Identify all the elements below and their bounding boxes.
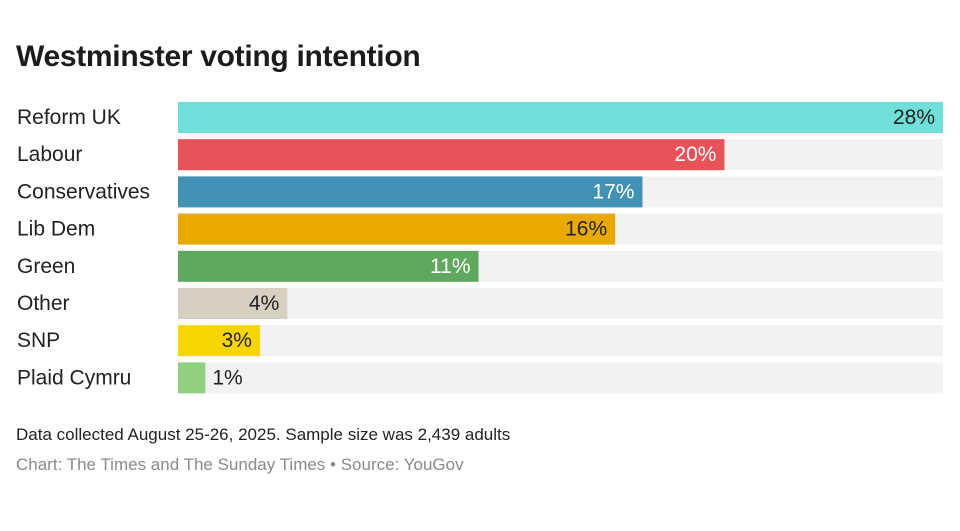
bar-reform-uk bbox=[178, 102, 943, 133]
data-collection-note: Data collected August 25-26, 2025. Sampl… bbox=[16, 425, 511, 444]
category-label-conservatives: Conservatives bbox=[17, 180, 150, 203]
value-label-other: 4% bbox=[249, 292, 279, 315]
bar-green bbox=[178, 250, 479, 282]
bar-conservatives bbox=[178, 176, 643, 208]
chart-credit: Chart: The Times and The Sunday Times • … bbox=[16, 455, 464, 474]
value-label-plaid-cymru: 1% bbox=[212, 366, 242, 389]
category-label-reform-uk: Reform UK bbox=[17, 106, 121, 129]
value-label-green: 11% bbox=[430, 255, 470, 278]
chart-title: Westminster voting intention bbox=[16, 40, 421, 73]
bar-track-snp bbox=[178, 325, 943, 357]
bar-other bbox=[178, 288, 288, 319]
category-label-plaid-cymru: Plaid Cymru bbox=[17, 366, 131, 389]
bar-lib-dem bbox=[178, 213, 616, 245]
bar-snp bbox=[178, 325, 260, 357]
value-label-reform-uk: 28% bbox=[893, 106, 935, 129]
value-label-labour: 20% bbox=[674, 143, 716, 166]
category-label-lib-dem: Lib Dem bbox=[17, 218, 95, 241]
category-label-other: Other bbox=[17, 292, 70, 315]
category-label-snp: SNP bbox=[17, 329, 60, 352]
category-label-labour: Labour bbox=[17, 143, 82, 166]
value-label-conservatives: 17% bbox=[592, 180, 634, 203]
bar-plaid-cymru bbox=[178, 362, 206, 394]
value-label-lib-dem: 16% bbox=[565, 218, 607, 241]
value-label-snp: 3% bbox=[222, 329, 252, 352]
bar-track-plaid-cymru bbox=[178, 362, 943, 394]
category-label-green: Green bbox=[17, 255, 75, 278]
bar-labour bbox=[178, 139, 725, 171]
bar-track-other bbox=[178, 288, 943, 319]
bar-chart: Reform UK 28% Labour 20% Conservatives 17% Lib… bbox=[17, 102, 943, 394]
